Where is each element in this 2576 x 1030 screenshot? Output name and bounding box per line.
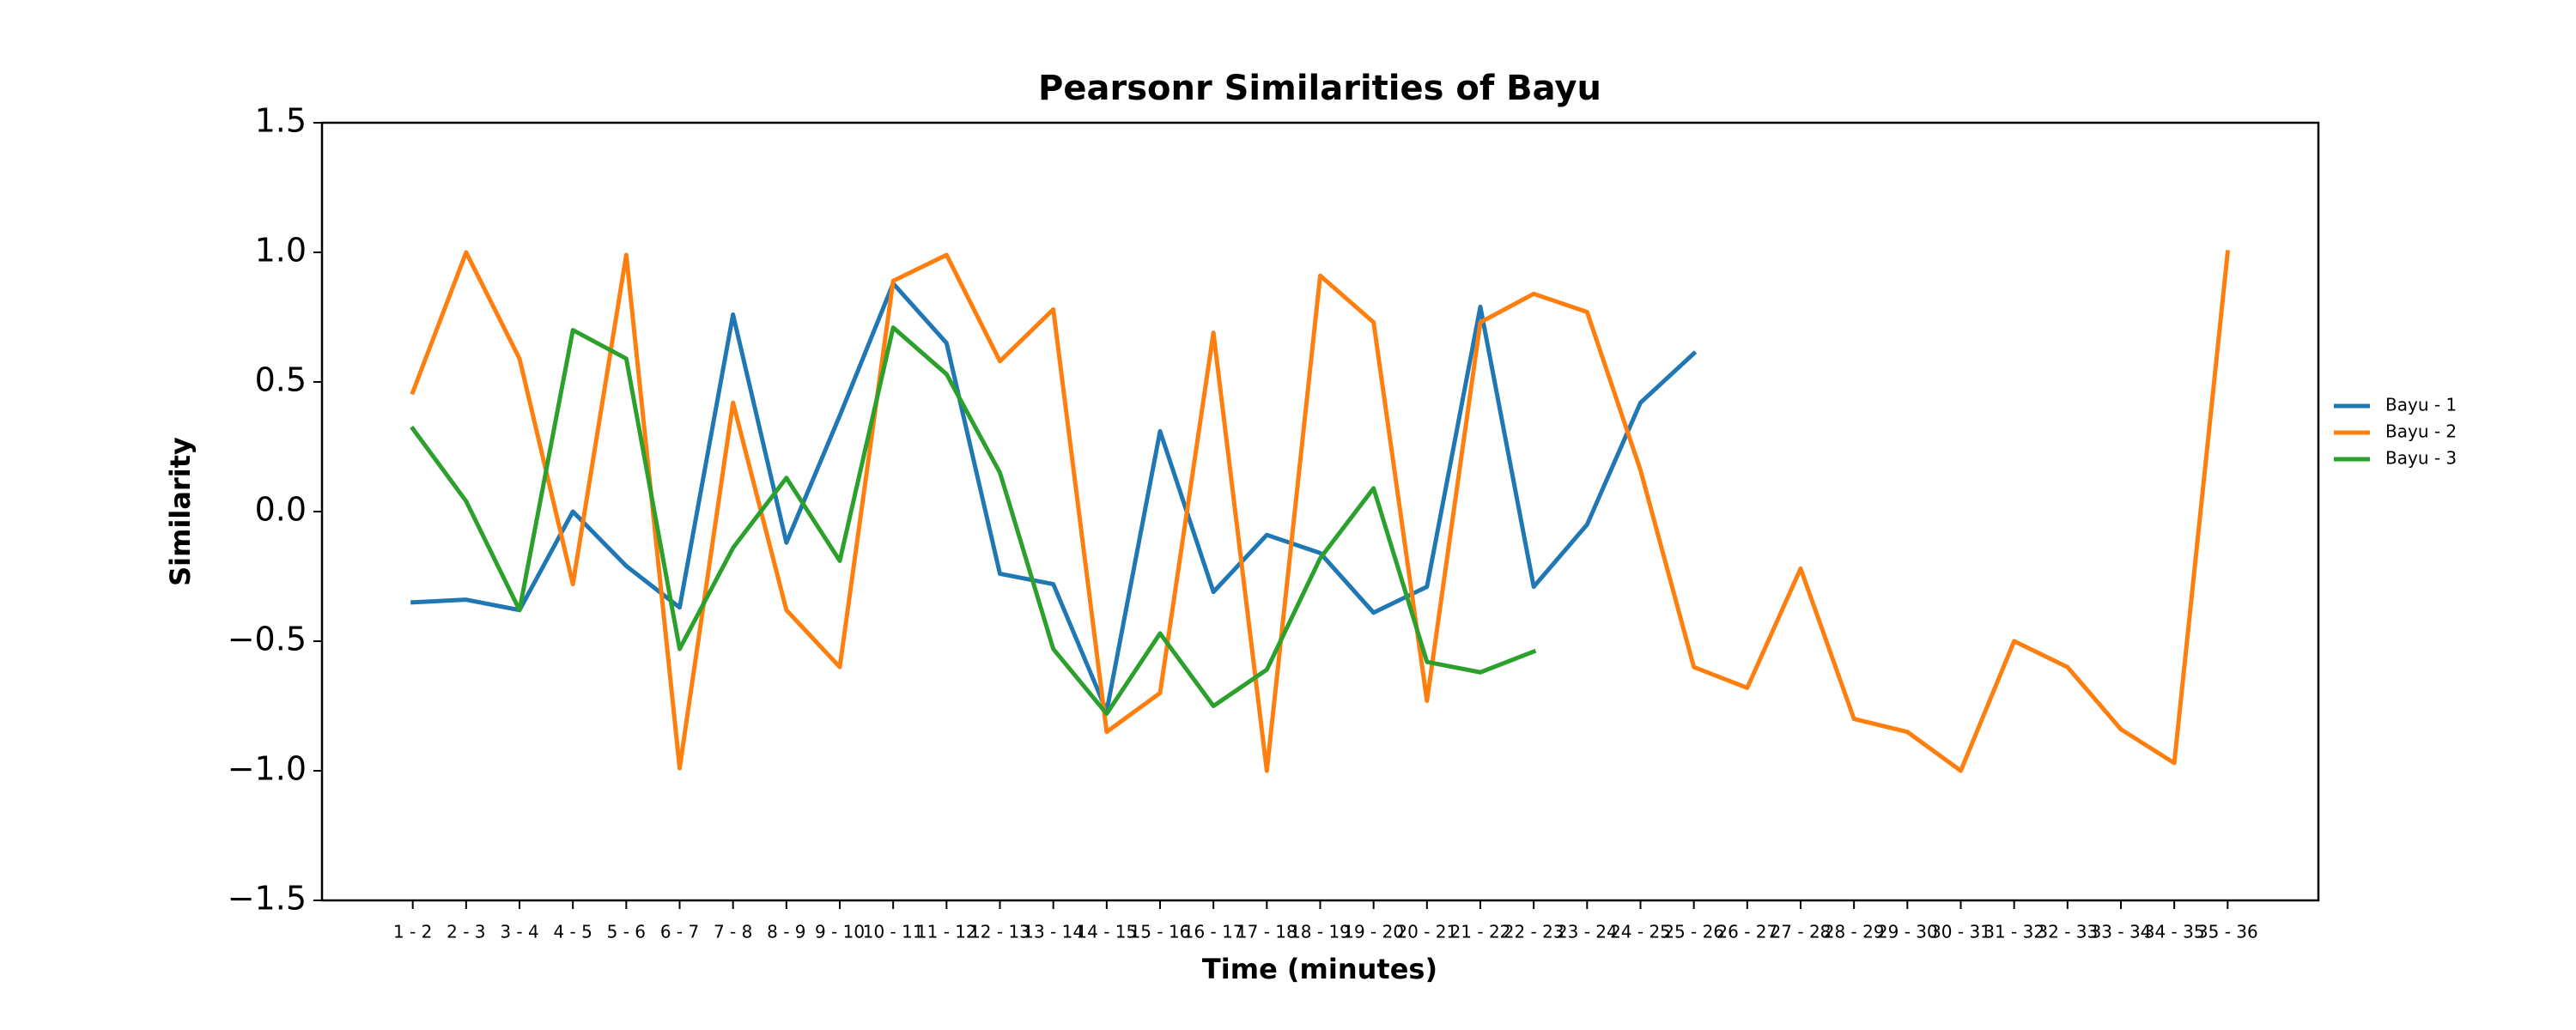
x-tick-label: 26 - 27 [1716, 922, 1777, 942]
x-tick-label: 8 - 9 [767, 922, 805, 942]
legend-label: Bayu - 3 [2385, 448, 2457, 469]
x-tick-label: 15 - 16 [1130, 922, 1191, 942]
y-tick-label: 0.5 [255, 361, 307, 399]
x-tick-label: 24 - 25 [1610, 922, 1671, 942]
line-series [410, 281, 1698, 714]
y-tick-label: 0.0 [255, 491, 307, 529]
x-tick-label: 4 - 5 [553, 922, 592, 942]
x-tick-label: 30 - 31 [1930, 922, 1991, 942]
y-axis-label: Similarity [164, 437, 197, 586]
x-tick-label: 11 - 12 [916, 922, 977, 942]
x-tick-label: 34 - 35 [2144, 922, 2205, 942]
x-tick-label: 21 - 22 [1450, 922, 1511, 942]
x-tick-label: 35 - 36 [2197, 922, 2258, 942]
x-tick-label: 6 - 7 [660, 922, 699, 942]
x-tick-label: 12 - 13 [969, 922, 1030, 942]
y-tick-label: −0.5 [228, 621, 307, 658]
x-tick-label: 2 - 3 [447, 922, 485, 942]
x-tick-label: 33 - 34 [2091, 922, 2152, 942]
x-tick-label: 18 - 19 [1290, 922, 1351, 942]
x-tick-label: 16 - 17 [1183, 922, 1244, 942]
line-series [410, 325, 1537, 717]
x-tick-label: 14 - 15 [1076, 922, 1137, 942]
x-tick-label: 27 - 28 [1771, 922, 1832, 942]
x-tick-label: 19 - 20 [1343, 922, 1404, 942]
x-tick-label: 10 - 11 [863, 922, 924, 942]
x-tick-label: 31 - 32 [1984, 922, 2044, 942]
y-tick-label: −1.0 [228, 750, 307, 788]
chart-title: Pearsonr Similarities of Bayu [1038, 69, 1601, 108]
y-tick-label: 1.0 [255, 232, 307, 270]
x-tick-label: 5 - 6 [607, 922, 646, 942]
plot-frame [320, 121, 2320, 902]
x-tick-label: 29 - 30 [1877, 922, 1938, 942]
legend-label: Bayu - 1 [2385, 395, 2457, 415]
x-tick-label: 1 - 2 [393, 922, 432, 942]
x-tick-label: 13 - 14 [1023, 922, 1084, 942]
y-tick-label: −1.5 [228, 880, 307, 918]
x-tick-label: 22 - 23 [1504, 922, 1564, 942]
x-tick-label: 7 - 8 [714, 922, 752, 942]
x-tick-label: 25 - 26 [1663, 922, 1724, 942]
x-tick-label: 32 - 33 [2037, 922, 2098, 942]
x-tick-label: 17 - 18 [1236, 922, 1297, 942]
x-tick-label: 23 - 24 [1557, 922, 1618, 942]
x-tick-label: 9 - 10 [815, 922, 865, 942]
x-tick-label: 20 - 21 [1396, 922, 1457, 942]
legend-label: Bayu - 2 [2385, 421, 2457, 442]
x-tick-label: 28 - 29 [1824, 922, 1885, 942]
x-axis-label: Time (minutes) [1202, 953, 1437, 985]
x-tick-label: 3 - 4 [500, 922, 538, 942]
y-tick-label: 1.5 [255, 102, 307, 140]
line-series [410, 250, 2231, 773]
